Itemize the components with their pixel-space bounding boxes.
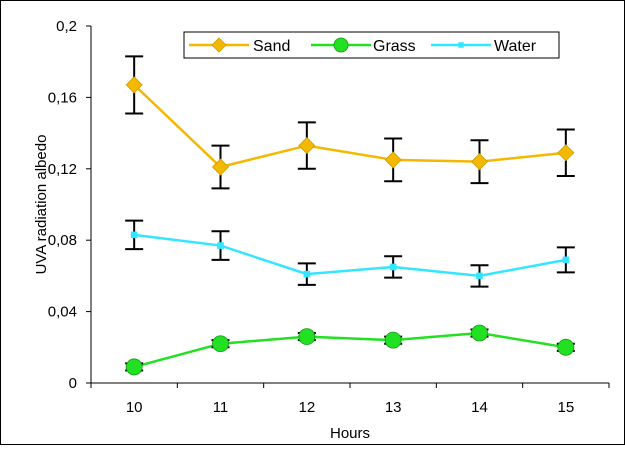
x-ticks: 10 11 12 13 14 15 bbox=[90, 383, 610, 416]
series-grass bbox=[125, 324, 575, 376]
legend-swatch-marker bbox=[211, 37, 227, 53]
sand-point bbox=[125, 76, 143, 94]
water-point bbox=[476, 272, 483, 280]
grass-point bbox=[384, 331, 402, 349]
legend-label: Grass bbox=[373, 38, 416, 55]
x-axis-label: Hours bbox=[330, 425, 370, 442]
water-point bbox=[130, 231, 138, 239]
axes: 0 0,04 0,08 0,12 0,16 0,2 10 11 12 13 14 15 bbox=[48, 18, 610, 416]
y-tick-label: 0,04 bbox=[48, 304, 77, 321]
sand-point bbox=[470, 153, 489, 171]
y-ticks: 0 0,04 0,08 0,12 0,16 0,2 bbox=[48, 18, 91, 392]
series-layer bbox=[125, 55, 575, 376]
y-axis-label: UVA radiation albedo bbox=[33, 135, 50, 275]
grass-point bbox=[125, 358, 143, 376]
legend: Sand Grass Water bbox=[183, 31, 560, 59]
grass-point bbox=[557, 338, 575, 356]
y-tick-label: 0,08 bbox=[48, 232, 77, 249]
grass-point bbox=[298, 328, 316, 345]
legend-item-grass: Grass bbox=[311, 37, 416, 55]
x-tick-label: 11 bbox=[213, 399, 229, 416]
water-point bbox=[562, 256, 570, 264]
sand-line bbox=[133, 83, 566, 169]
legend-item-water: Water bbox=[431, 38, 537, 55]
sand-point bbox=[298, 137, 316, 155]
x-tick-label: 10 bbox=[126, 399, 143, 416]
y-tick-label: 0,12 bbox=[48, 161, 77, 178]
legend-swatch-marker bbox=[333, 37, 349, 53]
y-tick-label: 0,16 bbox=[48, 89, 77, 106]
sand-point bbox=[384, 151, 402, 169]
x-tick-label: 13 bbox=[385, 399, 402, 416]
x-tick-label: 12 bbox=[298, 399, 315, 416]
x-tick-label: 15 bbox=[557, 399, 574, 416]
sand-point bbox=[211, 158, 230, 176]
water-point bbox=[303, 270, 311, 278]
water-line bbox=[134, 233, 567, 278]
water-point bbox=[389, 263, 397, 271]
legend-label: Water bbox=[494, 38, 537, 55]
legend-label: Sand bbox=[253, 38, 290, 55]
y-tick-label: 0 bbox=[69, 375, 77, 392]
grass-line bbox=[133, 331, 567, 369]
legend-swatch-marker bbox=[458, 42, 464, 48]
water-point bbox=[217, 242, 224, 249]
x-tick-label: 14 bbox=[471, 399, 488, 416]
series-water bbox=[125, 219, 575, 288]
legend-item-sand: Sand bbox=[189, 37, 290, 55]
grass-point bbox=[212, 335, 229, 353]
series-sand bbox=[125, 55, 575, 190]
sand-point bbox=[557, 144, 575, 162]
y-tick-label: 0,2 bbox=[56, 18, 77, 35]
grass-point bbox=[471, 324, 488, 342]
